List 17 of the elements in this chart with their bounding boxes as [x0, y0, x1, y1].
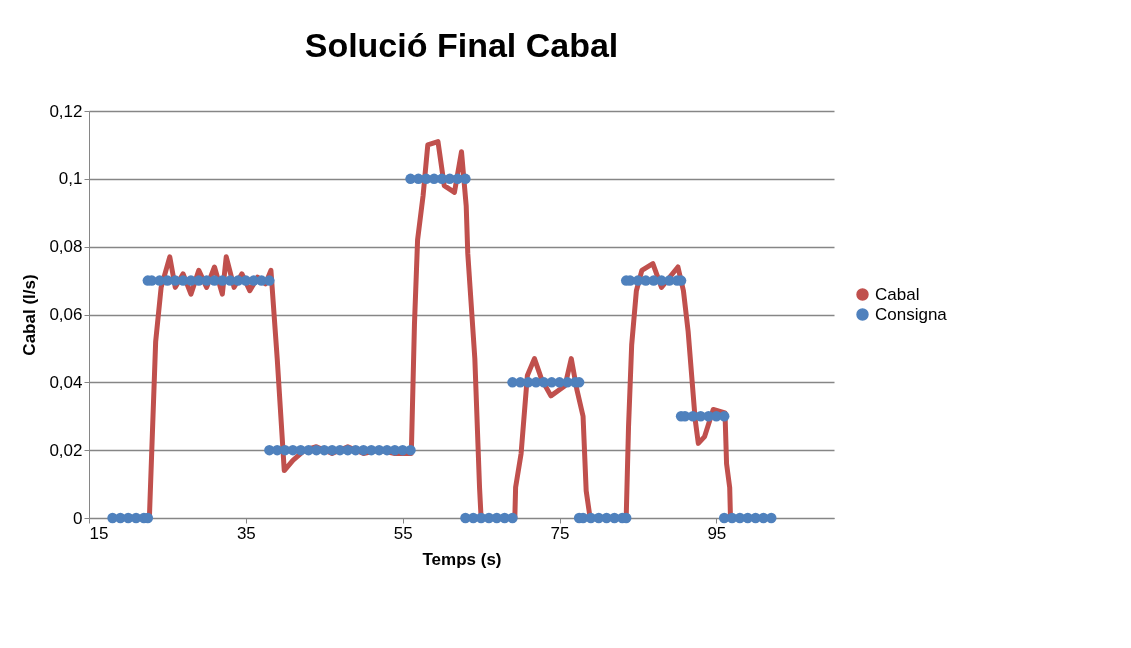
legend-label: Cabal	[875, 284, 920, 304]
y-tick-label: 0,12	[49, 101, 83, 121]
x-axis-title: Temps (s)	[422, 549, 502, 569]
chart-title: Solució Final Cabal	[304, 26, 619, 64]
y-axis-title: Cabal (l/s)	[20, 274, 40, 356]
x-tick-label: 95	[707, 523, 727, 543]
y-tick-label: 0	[73, 508, 83, 528]
y-tick-label: 0,04	[49, 372, 83, 392]
y-tick-label: 0,08	[49, 237, 83, 257]
x-tick-label: 35	[236, 523, 256, 543]
y-tick-label: 0,06	[49, 305, 83, 324]
legend-label: Consigna	[875, 304, 948, 324]
x-tick-label: 15	[89, 523, 109, 543]
x-tick-label: 55	[393, 523, 413, 543]
y-tick-label: 0,1	[58, 169, 83, 189]
x-tick-label: 75	[550, 523, 570, 543]
y-tick-label: 0,02	[49, 440, 83, 460]
